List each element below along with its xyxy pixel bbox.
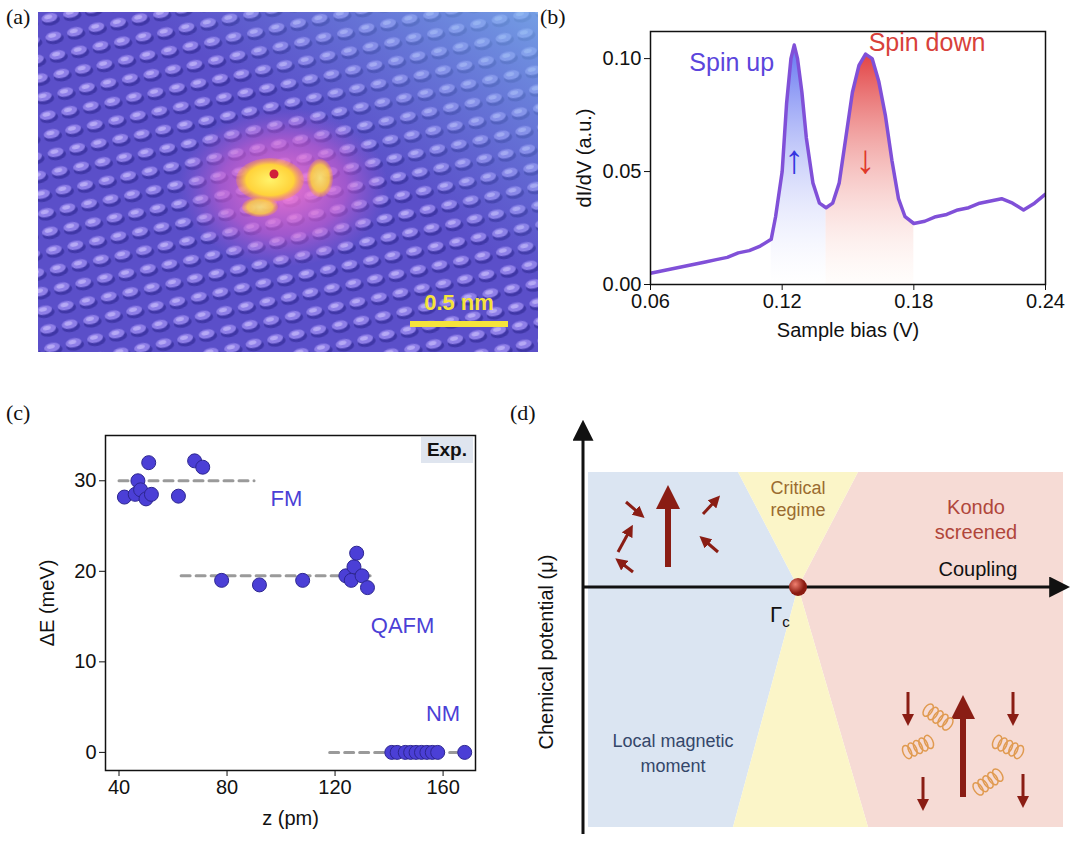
svg-text:40: 40 — [108, 776, 130, 798]
svg-text:NM: NM — [426, 701, 460, 726]
svg-text:80: 80 — [216, 776, 238, 798]
svg-text:120: 120 — [318, 776, 351, 798]
html-text:(d): (d) — [510, 400, 536, 425]
svg-text:Criticalregime: Criticalregime — [770, 478, 825, 520]
svg-text:QAFM: QAFM — [371, 613, 435, 638]
svg-text:160: 160 — [426, 776, 459, 798]
svg-text:0.00: 0.00 — [602, 272, 642, 295]
svg-text:0: 0 — [85, 741, 96, 763]
svg-text:Sample bias (V): Sample bias (V) — [777, 319, 919, 341]
svg-text:↓: ↓ — [856, 137, 876, 181]
svg-text:Local magneticmoment: Local magneticmoment — [612, 731, 733, 776]
svg-text:0.12: 0.12 — [763, 290, 802, 312]
svg-text:ΔE (meV): ΔE (meV) — [36, 560, 58, 647]
svg-text:Γc: Γc — [770, 602, 790, 630]
svg-text:FM: FM — [271, 486, 303, 511]
svg-text:0.10: 0.10 — [603, 47, 642, 69]
svg-text:20: 20 — [74, 560, 96, 582]
svg-text:z (pm): z (pm) — [262, 807, 319, 829]
svg-text:dI/dV (a.u.): dI/dV (a.u.) — [573, 109, 595, 208]
svg-text:Chemical potential (μ): Chemical potential (μ) — [535, 555, 557, 750]
svg-text:Spin down: Spin down — [869, 28, 986, 56]
svg-text:0.05: 0.05 — [603, 160, 642, 182]
svg-text:Coupling: Coupling — [939, 558, 1018, 580]
svg-text:0.18: 0.18 — [894, 290, 933, 312]
svg-text:0.24: 0.24 — [1026, 290, 1065, 312]
html-text:(b): (b) — [540, 4, 566, 29]
svg-text:Spin up: Spin up — [689, 48, 774, 76]
html-text:Exp.: Exp. — [426, 439, 467, 460]
svg-text:10: 10 — [74, 650, 96, 672]
svg-text:Kondoscreened: Kondoscreened — [935, 496, 1017, 543]
html-text:(a): (a) — [6, 4, 31, 29]
svg-text:↑: ↑ — [784, 137, 804, 181]
svg-text:0.06: 0.06 — [631, 290, 670, 312]
svg-text:0.5 nm: 0.5 nm — [424, 290, 494, 315]
svg-text:30: 30 — [74, 469, 96, 491]
html-text:(c): (c) — [6, 400, 31, 425]
